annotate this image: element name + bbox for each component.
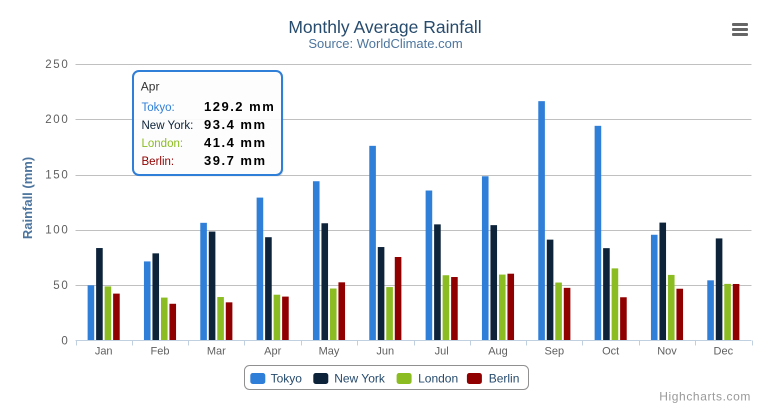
svg-text:Dec: Dec <box>714 346 734 358</box>
svg-text:Aug: Aug <box>488 346 508 358</box>
svg-text:London:: London: <box>142 138 184 150</box>
svg-text:Source: WorldClimate.com: Source: WorldClimate.com <box>308 36 462 51</box>
svg-text:Rainfall (mm): Rainfall (mm) <box>20 157 35 239</box>
svg-text:Tokyo:: Tokyo: <box>142 102 175 114</box>
svg-text:May: May <box>319 346 340 358</box>
svg-text:Nov: Nov <box>657 346 677 358</box>
svg-text:New York:: New York: <box>142 120 194 132</box>
svg-text:Apr: Apr <box>264 346 281 358</box>
svg-text:Mar: Mar <box>207 346 226 358</box>
svg-text:Berlin:: Berlin: <box>142 156 175 168</box>
svg-text:39.7 mm: 39.7 mm <box>204 153 267 168</box>
svg-text:London: London <box>418 372 458 386</box>
svg-text:Apr: Apr <box>141 80 160 94</box>
svg-text:Sep: Sep <box>545 346 565 358</box>
svg-text:93.4 mm: 93.4 mm <box>204 117 267 132</box>
svg-text:Jul: Jul <box>435 346 449 358</box>
svg-text:Monthly Average Rainfall: Monthly Average Rainfall <box>288 17 481 37</box>
svg-text:Feb: Feb <box>151 346 170 358</box>
svg-text:Tokyo: Tokyo <box>271 372 303 386</box>
svg-text:Oct: Oct <box>602 346 619 358</box>
svg-text:Highcharts.com: Highcharts.com <box>659 390 751 404</box>
svg-text:150: 150 <box>45 169 69 181</box>
svg-text:Jun: Jun <box>376 346 394 358</box>
svg-text:200: 200 <box>45 114 69 126</box>
svg-text:New York: New York <box>334 372 386 386</box>
svg-text:41.4 mm: 41.4 mm <box>204 135 267 150</box>
svg-text:0: 0 <box>61 335 69 347</box>
svg-text:Jan: Jan <box>95 346 113 358</box>
svg-text:100: 100 <box>45 225 69 237</box>
svg-text:50: 50 <box>53 280 69 292</box>
svg-text:250: 250 <box>45 59 69 71</box>
svg-text:Berlin: Berlin <box>489 372 520 386</box>
svg-text:129.2 mm: 129.2 mm <box>204 99 275 114</box>
